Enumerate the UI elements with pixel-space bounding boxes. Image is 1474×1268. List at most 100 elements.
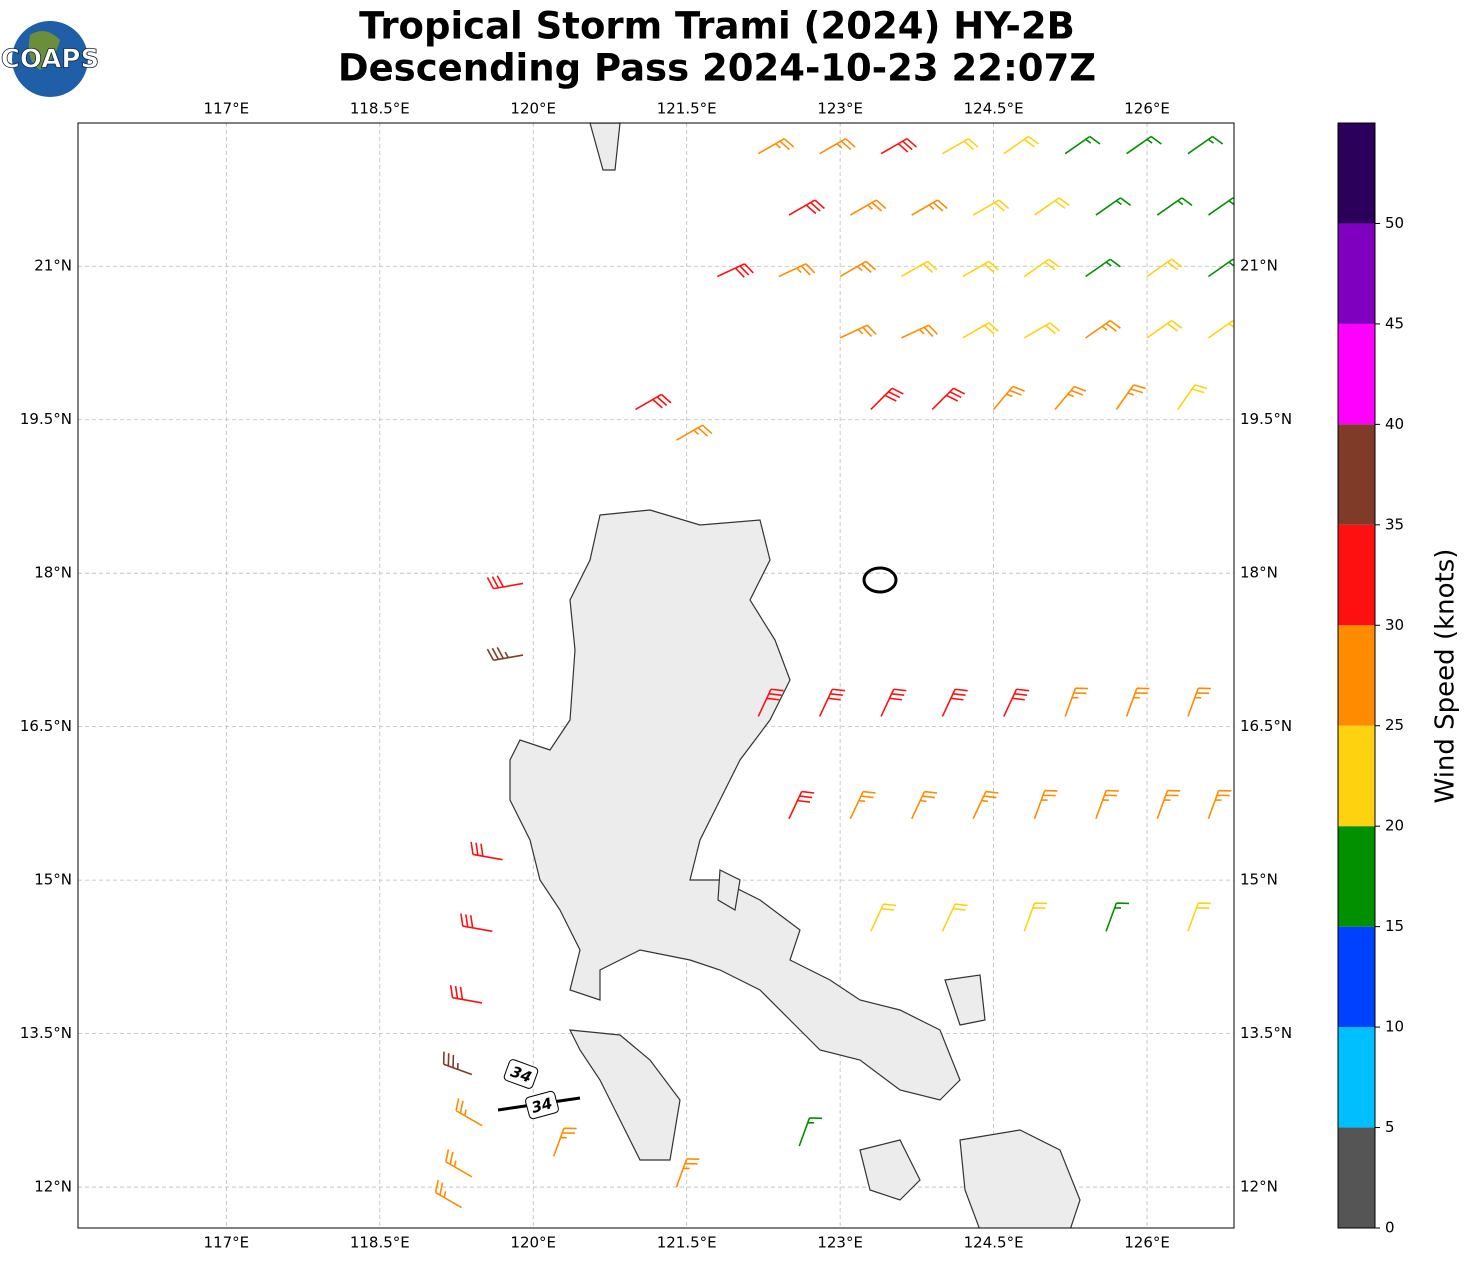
y-tick-label: 13.5°N [20, 1024, 72, 1042]
wind-barb [941, 688, 968, 717]
colorbar-tick-label: 50 [1385, 214, 1404, 232]
colorbar: 0 5 10 15 20 25 30 35 40 45 50 [1337, 122, 1404, 1237]
x-tick-label: 123°E [817, 1234, 863, 1252]
wind-barb [1156, 789, 1181, 820]
wind-barb [839, 260, 877, 278]
wind-barb [849, 199, 887, 216]
wind-barb [1146, 319, 1183, 339]
y-tick-label: 21°N [34, 257, 72, 275]
wind-barb [449, 985, 483, 1004]
colorbar-segment [1338, 625, 1375, 726]
mindoro [568, 1029, 681, 1161]
colorbar-segment [1338, 123, 1375, 224]
colorbar-segment [1338, 1127, 1375, 1228]
wind-barb [1187, 135, 1224, 155]
storm-outline [862, 566, 898, 594]
wind-barb [757, 688, 784, 717]
colorbar-label: Wind Speed (knots) [1431, 549, 1461, 804]
wind-barb [870, 903, 897, 932]
catanduanes [944, 974, 986, 1026]
wind-barb [1187, 902, 1211, 932]
x-tick-label: 121.5°E [657, 1234, 717, 1252]
masbate [859, 1139, 921, 1201]
y-tick-label: 16.5°N [1240, 717, 1292, 735]
wind-barb [911, 199, 948, 216]
wind-barb [972, 790, 999, 820]
wind-barb [1023, 258, 1060, 278]
wind-barb [676, 424, 713, 441]
subtitle: Descending Pass 2024-10-23 22:07Z [338, 47, 1096, 90]
wind-barb [788, 790, 815, 820]
wind-barb [1207, 197, 1234, 216]
wind-barb [962, 260, 999, 278]
x-tick-label: 118.5°E [350, 100, 410, 118]
contour-label: 34 [529, 1094, 554, 1117]
luzon [509, 509, 961, 1101]
wind-barb [635, 393, 672, 411]
wind-barb [901, 260, 938, 278]
colorbar-segment [1338, 1027, 1375, 1128]
wind-barb [1034, 197, 1070, 216]
wind-barb [1207, 789, 1232, 820]
logo-land [28, 31, 60, 70]
contour-label-box [525, 1090, 559, 1120]
colorbar-segment [1338, 323, 1375, 425]
y-tick-label: 21°N [1240, 257, 1278, 275]
wind-barb [819, 138, 856, 155]
colorbar-segment [1338, 826, 1375, 927]
y-tick-label: 16.5°N [20, 717, 72, 735]
wind-barb [1146, 258, 1183, 278]
wind-barb [445, 1149, 473, 1178]
x-tick-label: 117°E [204, 100, 250, 118]
x-tick-label: 123°E [817, 100, 863, 118]
wind-barb [552, 1127, 577, 1157]
wind-barb [1085, 258, 1121, 278]
y-tick-label: 15°N [34, 871, 72, 889]
wind-barb [880, 138, 918, 155]
wind-barb [1126, 135, 1162, 155]
x-tick-label: 126°E [1124, 100, 1170, 118]
taiwan-tip [589, 123, 621, 171]
wind-barb [1023, 322, 1061, 339]
x-tick-label: 124.5°E [964, 1234, 1024, 1252]
land [509, 123, 1081, 1228]
wind-barb [788, 199, 825, 216]
x-tick-label: 117°E [204, 1234, 250, 1252]
colorbar-tick-label: 30 [1385, 616, 1404, 634]
colorbar-tick-label: 40 [1385, 415, 1404, 433]
wind-barb [455, 1098, 483, 1127]
colorbar-tick-label: 10 [1385, 1018, 1404, 1036]
contour-label-box [503, 1059, 539, 1089]
y-tick-label: 18°N [1240, 564, 1278, 582]
wind-barb [1003, 688, 1030, 717]
samar [959, 1129, 1081, 1228]
wind-barb [880, 688, 907, 717]
wind-barb [1003, 135, 1040, 155]
x-tick-label: 120°E [510, 1234, 556, 1252]
logo: COAPS [0, 21, 100, 97]
wind-barb [778, 263, 816, 278]
colorbar-segment [1338, 926, 1375, 1028]
colorbar-tick-label: 0 [1385, 1219, 1395, 1237]
colorbar-segment [1338, 223, 1375, 324]
wind-barb [870, 387, 904, 411]
wind-barb [1207, 319, 1234, 339]
wind-barb [1207, 258, 1234, 278]
colorbar-tick-label: 5 [1385, 1118, 1395, 1136]
wind-barb [1177, 384, 1208, 410]
wind-barb [675, 1158, 700, 1188]
wind-barb [818, 688, 846, 717]
y-tick-label: 19.5°N [20, 410, 72, 428]
wind-barb [849, 790, 876, 820]
wind-barb [798, 1117, 823, 1147]
x-tick-label: 124.5°E [964, 100, 1024, 118]
colorbar-segment [1338, 725, 1375, 827]
contour-34: 34 34 [497, 1059, 581, 1120]
wind-barb [1064, 687, 1089, 717]
wind-barb [1105, 902, 1130, 932]
x-tick-label: 120°E [510, 100, 556, 118]
colorbar-tick-label: 45 [1385, 314, 1404, 332]
y-tick-label: 12°N [1240, 1178, 1278, 1196]
storm-center [862, 566, 898, 594]
